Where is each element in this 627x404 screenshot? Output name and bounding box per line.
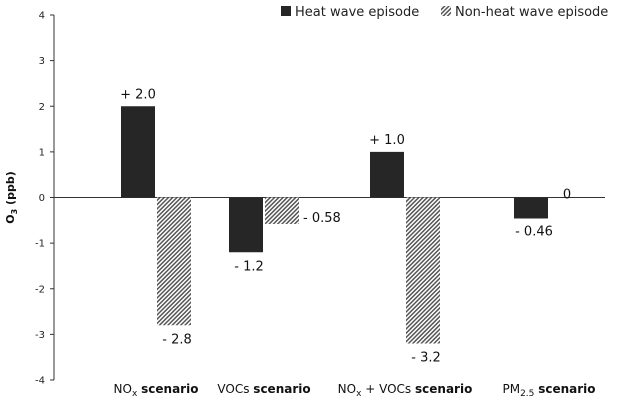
- legend: Heat wave episode Non-heat wave episode: [281, 5, 608, 20]
- legend-swatch-1: [281, 6, 291, 16]
- bar-non-heat-wave-2: [265, 197, 299, 224]
- y-tick-label: -2: [35, 284, 45, 295]
- y-tick-label: 0: [39, 193, 45, 204]
- label-heat-wave-4: - 0.46: [515, 224, 553, 239]
- bar-non-heat-wave-3: [406, 197, 440, 344]
- y-tick-label: 3: [39, 56, 45, 67]
- label-non-heat-wave-3: - 3.2: [411, 351, 441, 366]
- y-tick-label: -1: [35, 239, 45, 250]
- label-non-heat-wave-1: - 2.8: [162, 332, 192, 347]
- bar-non-heat-wave-1: [157, 197, 191, 326]
- category-label-2: VOCs scenario: [217, 382, 310, 396]
- bars: [121, 106, 548, 344]
- bar-heat-wave-4: [514, 197, 548, 219]
- bar-heat-wave-1: [121, 106, 155, 198]
- data-labels: + 2.0 - 1.2 + 1.0 - 0.46 - 2.8 - 0.58 - 3.2 0: [120, 87, 571, 365]
- legend-label-2: Non-heat wave episode: [455, 5, 608, 20]
- category-label-3: NOx + VOCs scenario: [338, 382, 473, 399]
- y-tick-label: 1: [39, 147, 45, 158]
- label-heat-wave-2: - 1.2: [234, 259, 264, 274]
- y-axis-label: O3 (ppb): [4, 171, 19, 223]
- y-tick-label: 2: [39, 102, 45, 113]
- category-label-4: PM2.5 scenario: [502, 382, 595, 399]
- legend-label-1: Heat wave episode: [295, 5, 419, 20]
- legend-swatch-2: [441, 6, 451, 16]
- label-heat-wave-1: + 2.0: [120, 87, 156, 102]
- x-axis-categories: NOx scenario VOCs scenario NOx + VOCs scen…: [114, 382, 596, 399]
- y-tick-label: 4: [39, 11, 45, 22]
- y-tick-label: -4: [35, 376, 45, 387]
- y-tick-label: -3: [35, 330, 45, 341]
- category-label-1: NOx scenario: [114, 382, 199, 399]
- label-heat-wave-3: + 1.0: [369, 133, 405, 148]
- bar-heat-wave-2: [229, 197, 263, 253]
- label-non-heat-wave-4: 0: [563, 188, 571, 203]
- bar-heat-wave-3: [370, 151, 404, 198]
- label-non-heat-wave-2: - 0.58: [303, 211, 341, 226]
